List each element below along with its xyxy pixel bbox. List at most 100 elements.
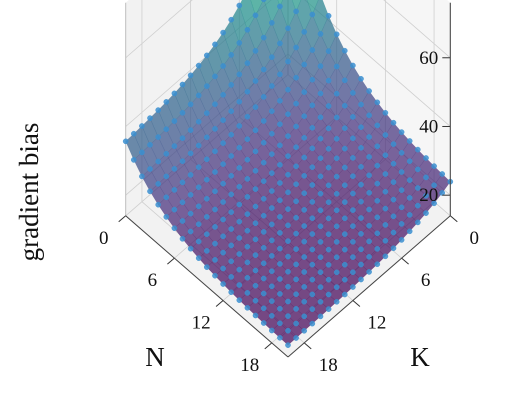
data-point [244, 211, 251, 217]
data-point [325, 125, 332, 132]
data-point [244, 259, 251, 266]
grid-line-z-right [125, 0, 193, 59]
data-point [268, 130, 275, 137]
data-point [390, 213, 397, 220]
data-point [268, 221, 275, 228]
data-point [277, 121, 283, 127]
data-point [203, 176, 210, 183]
data-point [317, 190, 324, 197]
data-point [203, 110, 210, 116]
data-point [260, 320, 267, 326]
data-point [220, 180, 226, 187]
data-point [277, 142, 283, 149]
data-point [406, 138, 413, 144]
data-point [244, 290, 251, 296]
data-point [187, 127, 194, 133]
data-point [317, 269, 324, 276]
data-point [366, 206, 372, 213]
data-point [414, 146, 421, 153]
data-point [260, 212, 267, 219]
data-point [333, 190, 340, 197]
data-point [236, 165, 243, 171]
data-point [236, 282, 243, 288]
data-point [333, 63, 340, 70]
data-point [203, 52, 210, 59]
data-point [325, 145, 332, 152]
data-point [220, 140, 226, 146]
data-point [252, 48, 259, 54]
data-point [341, 199, 348, 205]
data-point [277, 230, 283, 236]
data-point [325, 215, 332, 222]
data-point [293, 181, 299, 187]
data-point [358, 198, 364, 205]
data-point [195, 184, 202, 191]
data-point [341, 246, 348, 253]
data-point [301, 238, 308, 245]
data-point [228, 16, 234, 23]
data-point [350, 62, 356, 69]
data-point [228, 172, 234, 179]
data-point [293, 198, 299, 205]
data-point [309, 11, 316, 18]
data-point [293, 74, 299, 81]
data-point [293, 230, 299, 237]
data-point [285, 238, 291, 244]
data-point [301, 284, 308, 290]
data-point [398, 129, 405, 135]
data-point [236, 218, 243, 225]
data-point [195, 255, 202, 261]
data-point [439, 171, 446, 177]
data-point [228, 191, 234, 198]
data-point [398, 204, 405, 211]
data-point [350, 284, 356, 290]
data-point [195, 238, 202, 245]
data-point [431, 163, 437, 169]
data-point [155, 201, 161, 208]
data-point [268, 283, 275, 290]
data-point [431, 182, 437, 188]
data-point [317, 284, 324, 290]
data-point [341, 47, 348, 54]
data-point [171, 118, 178, 124]
data-point [252, 267, 259, 274]
data-point [252, 220, 259, 226]
data-point [163, 150, 170, 157]
data-point [358, 276, 364, 283]
data-point [301, 89, 308, 95]
data-point [293, 163, 299, 170]
data-point [374, 197, 381, 204]
data-point [309, 231, 316, 237]
data-point [228, 52, 234, 58]
data-point [179, 218, 186, 224]
data-point [293, 246, 299, 252]
data-point [155, 158, 161, 165]
data-point [333, 155, 340, 162]
surface [125, 0, 451, 346]
data-point [187, 210, 194, 217]
data-point [236, 98, 243, 105]
data-point [350, 207, 356, 213]
data-point [277, 213, 283, 220]
tick-mark [167, 257, 175, 265]
data-point [293, 144, 299, 150]
data-point [268, 188, 275, 194]
data-point [277, 98, 283, 104]
data-point [171, 206, 178, 213]
x-tick-label: 18 [240, 355, 259, 376]
data-point [350, 269, 356, 276]
data-point [374, 214, 381, 221]
data-point [406, 195, 413, 201]
data-point [212, 188, 218, 195]
data-point [244, 113, 251, 120]
data-point [358, 246, 364, 253]
data-point [350, 90, 356, 96]
data-point [366, 154, 372, 160]
data-point [212, 148, 218, 155]
data-point [236, 144, 243, 151]
data-point [260, 178, 267, 184]
data-point [203, 134, 210, 141]
data-point [187, 228, 194, 235]
data-point [195, 221, 202, 227]
